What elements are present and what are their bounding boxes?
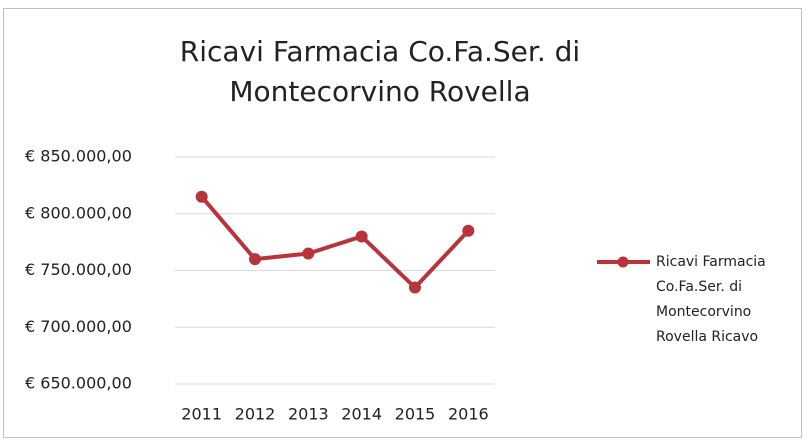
legend-label: Ricavi Farmacia Co.Fa.Ser. di Montecorvi… [656, 254, 766, 345]
marker [249, 253, 261, 266]
marker [462, 224, 475, 237]
marker [409, 281, 421, 294]
chart-title: Ricavi Farmacia Co.Fa.Ser. di Montecorvi… [179, 35, 581, 108]
y-tick-label: € 750.000,00 [25, 260, 132, 279]
marker [355, 230, 368, 243]
marker [302, 247, 315, 260]
marker [195, 190, 208, 203]
y-tick-label: € 650.000,00 [25, 374, 132, 393]
y-tick-label: € 700.000,00 [25, 317, 132, 336]
x-tick-label: 2016 [448, 405, 489, 424]
chart-frame [3, 8, 802, 438]
x-tick-label: 2013 [288, 405, 329, 424]
x-tick-label: 2014 [341, 405, 382, 424]
line [200, 195, 470, 290]
y-tick-label: € 850.000,00 [25, 147, 132, 166]
y-tick-label: € 800.000,00 [25, 203, 132, 222]
x-tick-label: 2012 [235, 405, 276, 424]
x-tick-label: 2015 [395, 405, 436, 424]
x-tick-label: 2011 [181, 405, 222, 424]
legend-marker [617, 256, 629, 268]
